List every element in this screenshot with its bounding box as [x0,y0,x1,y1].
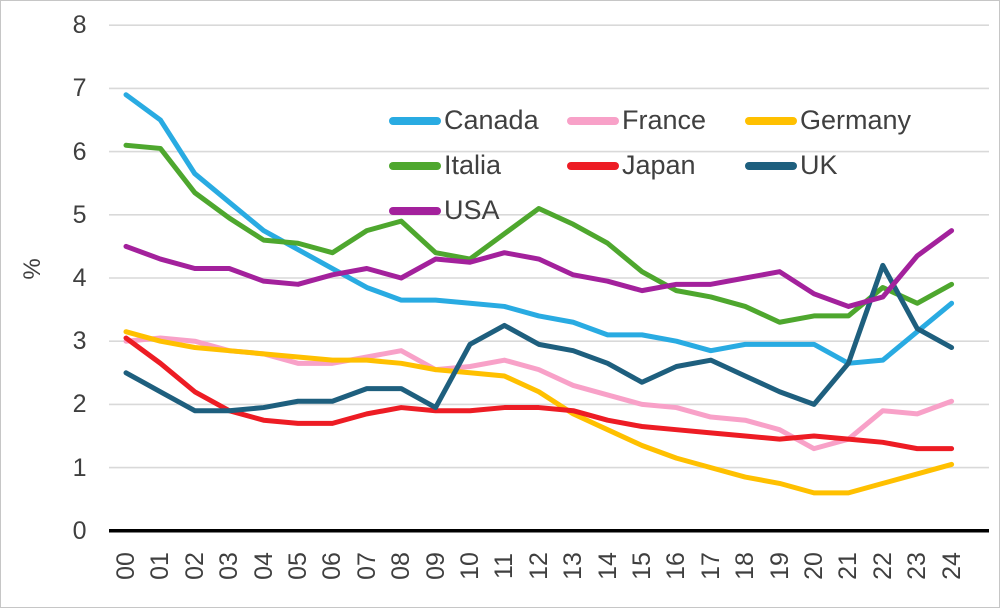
x-tick-label: 05 [284,552,312,580]
x-tick-label: 23 [903,552,932,580]
y-tick-label: 3 [72,327,87,356]
x-tick-label: 11 [490,553,519,579]
x-tick-label: 24 [937,552,966,580]
legend-item-japan: Japan [567,143,745,188]
x-tick-label: 18 [731,552,760,580]
series-line-uk [123,262,955,414]
y-axis-title: % [19,258,46,280]
series-line-italia [123,142,955,325]
x-tick-label: 20 [800,552,828,580]
legend-swatch-germany [745,116,797,125]
series-line-germany [123,329,955,496]
y-tick-label: 7 [72,74,87,103]
legend-label: USA [444,195,500,225]
y-tick-label: 2 [72,390,87,419]
legend-label: Germany [800,105,912,135]
x-tick-label: 08 [387,552,416,580]
x-tick-label: 06 [318,552,347,580]
y-tick-label: 0 [72,516,87,545]
x-tick-label: 00 [112,552,140,580]
legend-label: Japan [622,150,696,180]
x-tick-label: 13 [559,552,588,580]
legend-swatch-japan [567,161,619,170]
legend-label: UK [800,150,838,180]
x-tick-label: 03 [215,552,244,580]
series-line-japan [123,335,955,452]
legend-item-canada: Canada [389,98,567,143]
x-tick-label: 04 [249,552,278,580]
y-tick-label: 8 [72,11,87,40]
x-tick-label: 16 [662,552,691,580]
legend-item-uk: UK [745,143,923,188]
chart-legend: Canada France Germany Italia Japan UK USA [389,98,959,233]
x-tick-label: 07 [352,552,381,580]
x-tick-label: 21 [834,552,863,580]
legend-item-usa: USA [389,188,567,233]
x-tick-label: 17 [696,552,725,580]
x-tick-label: 19 [765,552,794,580]
x-tick-label: 10 [456,552,484,580]
legend-swatch-usa [389,206,441,215]
x-tick-label: 14 [593,552,622,580]
series-line-canada [123,92,955,366]
x-tick-label: 02 [180,552,209,580]
legend-label: Canada [444,105,539,135]
legend-swatch-canada [389,116,441,125]
y-tick-label: 1 [72,453,87,482]
x-tick-label: 12 [524,552,553,580]
legend-label: Italia [444,150,502,180]
y-tick-label: 4 [72,264,87,292]
legend-item-france: France [567,98,745,143]
x-tick-label: 09 [421,552,450,580]
y-tick-label: 6 [72,137,87,166]
series-line-usa [123,228,955,309]
legend-swatch-italia [389,161,441,170]
legend-label: France [622,105,707,135]
legend-swatch-france [567,116,619,125]
x-tick-label: 22 [868,552,897,580]
x-tick-label: 01 [146,552,175,580]
x-tick-label: 15 [628,552,656,580]
legend-item-germany: Germany [745,98,923,143]
y-tick-label: 5 [72,200,87,229]
legend-item-italia: Italia [389,143,567,188]
legend-swatch-uk [745,161,797,170]
